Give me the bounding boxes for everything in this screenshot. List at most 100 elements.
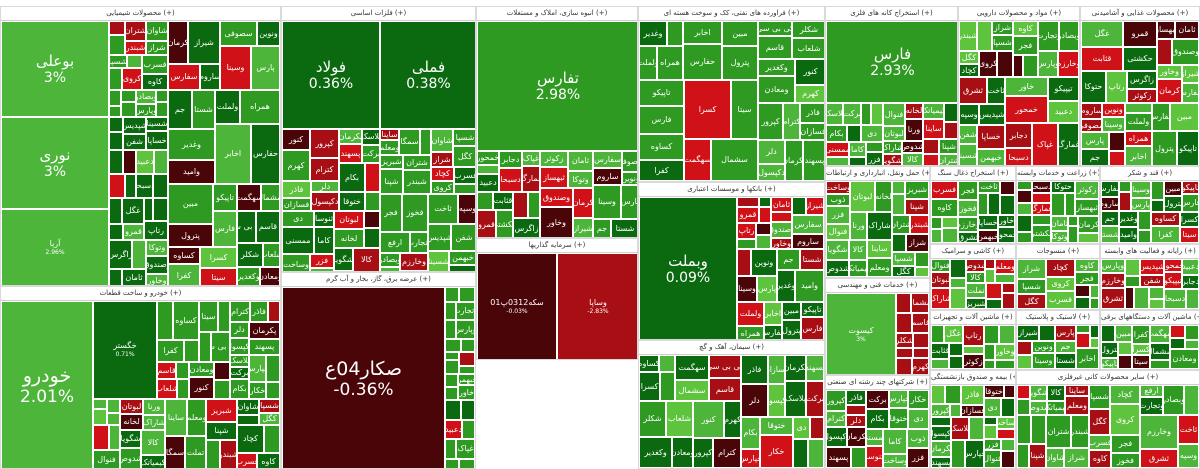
stock-tile[interactable]: خکار [249,382,266,399]
stock-tile[interactable]: فاذر [250,301,268,322]
stock-tile[interactable]: کپرور [693,438,713,468]
stock-tile[interactable] [1000,195,1015,215]
stock-tile[interactable] [660,372,675,401]
stock-tile[interactable]: ساروم [593,168,622,185]
stock-tile[interactable]: کاوه [142,74,168,90]
stock-tile[interactable] [1032,193,1051,203]
stock-tile[interactable] [969,417,984,440]
stock-tile[interactable] [808,439,824,468]
stock-tile[interactable]: شسپا [109,55,127,68]
stock-tile[interactable]: ثنوسا [866,446,883,468]
stock-tile[interactable]: خاور [449,265,475,271]
stock-tile[interactable]: کی بی سی [758,21,792,36]
stock-tile[interactable] [93,409,107,425]
stock-tile[interactable] [1002,293,1015,309]
stock-tile[interactable]: وغدیر [1119,211,1138,227]
stock-tile[interactable]: شسپا [1017,279,1046,294]
stock-tile[interactable]: کسرا [639,372,660,401]
stock-tile[interactable]: کچاد [431,167,454,181]
stock-tile[interactable]: شراز [146,41,168,55]
stock-tile[interactable] [1090,338,1099,348]
stock-tile[interactable]: وسینا [1102,117,1125,132]
stock-tile[interactable]: غگل [1081,21,1123,47]
stock-tile[interactable]: پترول [722,46,758,80]
stock-tile[interactable]: کی بی سی [709,355,741,378]
stock-tile[interactable]: فاذر [800,103,824,123]
stock-tile[interactable]: دکپسول [758,164,785,181]
stock-tile[interactable]: دی [861,125,883,142]
stock-tile[interactable]: ختوقا [889,408,908,429]
stock-tile[interactable]: اخابر [683,21,722,44]
stock-tile[interactable] [477,192,493,210]
stock-tile[interactable] [121,90,136,102]
stock-tile[interactable]: ونوین [1032,341,1055,353]
stock-tile[interactable] [109,35,125,55]
stock-tile[interactable]: فنوال [310,268,334,271]
stock-tile[interactable] [184,340,199,362]
stock-tile[interactable] [177,379,189,399]
stock-tile[interactable]: وسینا [737,276,757,302]
stock-tile[interactable] [214,362,230,380]
stock-tile[interactable]: سیتا [200,268,237,285]
stock-tile[interactable]: شیراز [806,197,824,215]
stock-tile[interactable]: حکشتی [496,210,513,237]
stock-tile[interactable]: پارس [1055,325,1076,341]
stock-tile[interactable] [125,174,136,198]
stock-tile[interactable] [985,269,995,283]
stock-tile[interactable] [127,55,142,68]
stock-tile[interactable] [944,103,957,122]
stock-tile[interactable] [861,103,871,125]
stock-tile[interactable]: خبهمن [978,230,998,243]
stock-tile[interactable]: تاپیکو [1101,358,1118,369]
stock-tile[interactable] [1185,340,1199,349]
stock-tile[interactable]: لبوتان [334,211,364,229]
stock-tile[interactable] [942,228,958,243]
stock-tile[interactable]: جم [1101,211,1119,226]
stock-tile[interactable]: دلر [741,384,768,417]
stock-tile[interactable] [132,240,146,269]
stock-tile[interactable]: ساینا [923,119,944,139]
stock-tile[interactable] [153,198,168,221]
stock-tile[interactable]: وبصادر [380,253,400,267]
stock-tile[interactable]: وکغدیر [237,267,260,285]
stock-tile[interactable]: شراز [992,21,1013,35]
stock-tile[interactable]: کنور [189,377,214,399]
stock-tile[interactable]: زکوثر [963,354,984,369]
stock-tile[interactable]: ممسنی [866,429,883,446]
stock-tile[interactable]: ساینا [867,240,892,258]
stock-tile[interactable] [109,198,122,224]
stock-tile[interactable]: شپدیس [123,117,146,134]
stock-tile[interactable]: وتجارت [410,232,428,253]
sector-title[interactable]: ماشین آلات و تجهیزات (+) [931,311,1015,325]
sector-title[interactable]: انبوه سازی، املاک و مستغلات (+) [477,7,637,21]
stock-tile[interactable] [266,382,280,399]
stock-tile[interactable]: کروی [1110,404,1140,435]
stock-tile[interactable]: جم [1081,149,1109,165]
stock-tile[interactable]: ذوب [907,429,929,448]
stock-tile[interactable]: جم [168,90,192,129]
stock-tile[interactable]: کسرا [1180,212,1199,227]
stock-tile[interactable] [950,404,961,417]
stock-tile[interactable]: خبهمن [458,374,475,385]
stock-tile[interactable]: وغدیر [639,21,667,46]
stock-tile[interactable] [1017,355,1032,369]
stock-tile[interactable]: شتران [125,21,146,41]
stock-tile[interactable]: دکپسول [311,192,339,211]
stock-tile[interactable]: سیتا [199,301,218,332]
stock-tile[interactable] [896,348,913,358]
stock-tile[interactable]: فاذر [282,181,311,198]
stock-tile[interactable]: ونوین [257,21,280,46]
stock-tile[interactable]: قاسم [912,313,929,333]
stock-tile[interactable]: شستا [800,249,824,270]
stock-tile[interactable]: کفرا [157,340,184,362]
stock-tile[interactable]: غمارگ [1032,203,1051,215]
stock-tile[interactable]: لبوتان [120,399,143,414]
stock-tile[interactable]: شکلر [237,243,263,267]
stock-tile[interactable]: شپدیس [428,224,451,251]
stock-tile[interactable]: پارس [1081,132,1109,149]
stock-tile[interactable] [1090,325,1099,338]
stock-tile[interactable]: فنوال [984,450,1001,468]
stock-tile[interactable] [1138,211,1151,230]
stock-tile[interactable]: وصندوق [146,256,168,274]
stock-tile[interactable]: وخارزم [1058,51,1079,77]
